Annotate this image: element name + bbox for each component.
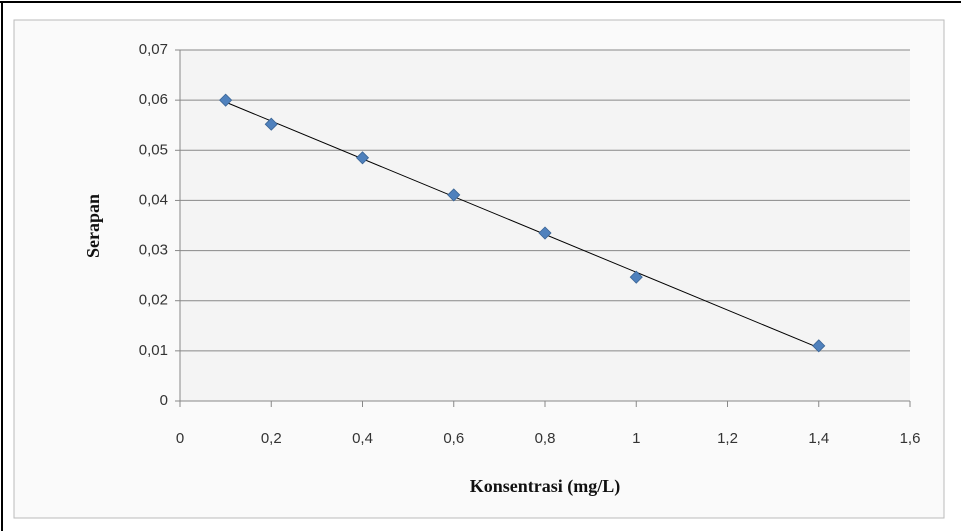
plot-area: [180, 50, 910, 401]
chart: Konsentrasi (mg/L) Serapan 0 0,01 0,02 0,03…: [0, 0, 961, 531]
y-tick-label: 0,07: [139, 41, 168, 58]
y-tick-label: 0,05: [139, 141, 168, 158]
x-tick-label: 0,8: [535, 430, 556, 447]
x-tick-label: 0,6: [443, 430, 464, 447]
y-axis-title: Serapan: [83, 194, 103, 258]
x-tick-label: 1,6: [900, 430, 921, 447]
page: {"chart_data": {"type": "scatter", "x_la…: [0, 0, 961, 531]
y-tick-label: 0,04: [139, 191, 168, 208]
y-tick-label: 0,03: [139, 242, 168, 259]
x-tick-label: 1,2: [717, 430, 738, 447]
y-tick-label: 0: [160, 392, 168, 409]
x-tick-label: 0,2: [261, 430, 282, 447]
y-tick-label: 0,06: [139, 91, 168, 108]
x-tick-label: 0,4: [352, 430, 373, 447]
y-tick-label: 0,02: [139, 292, 168, 309]
x-tick-label: 1: [632, 430, 640, 447]
y-tick-label: 0,01: [139, 342, 168, 359]
x-tick-label: 1,4: [808, 430, 829, 447]
x-tick-label: 0: [176, 430, 184, 447]
x-axis-title: Konsentrasi (mg/L): [470, 476, 621, 497]
